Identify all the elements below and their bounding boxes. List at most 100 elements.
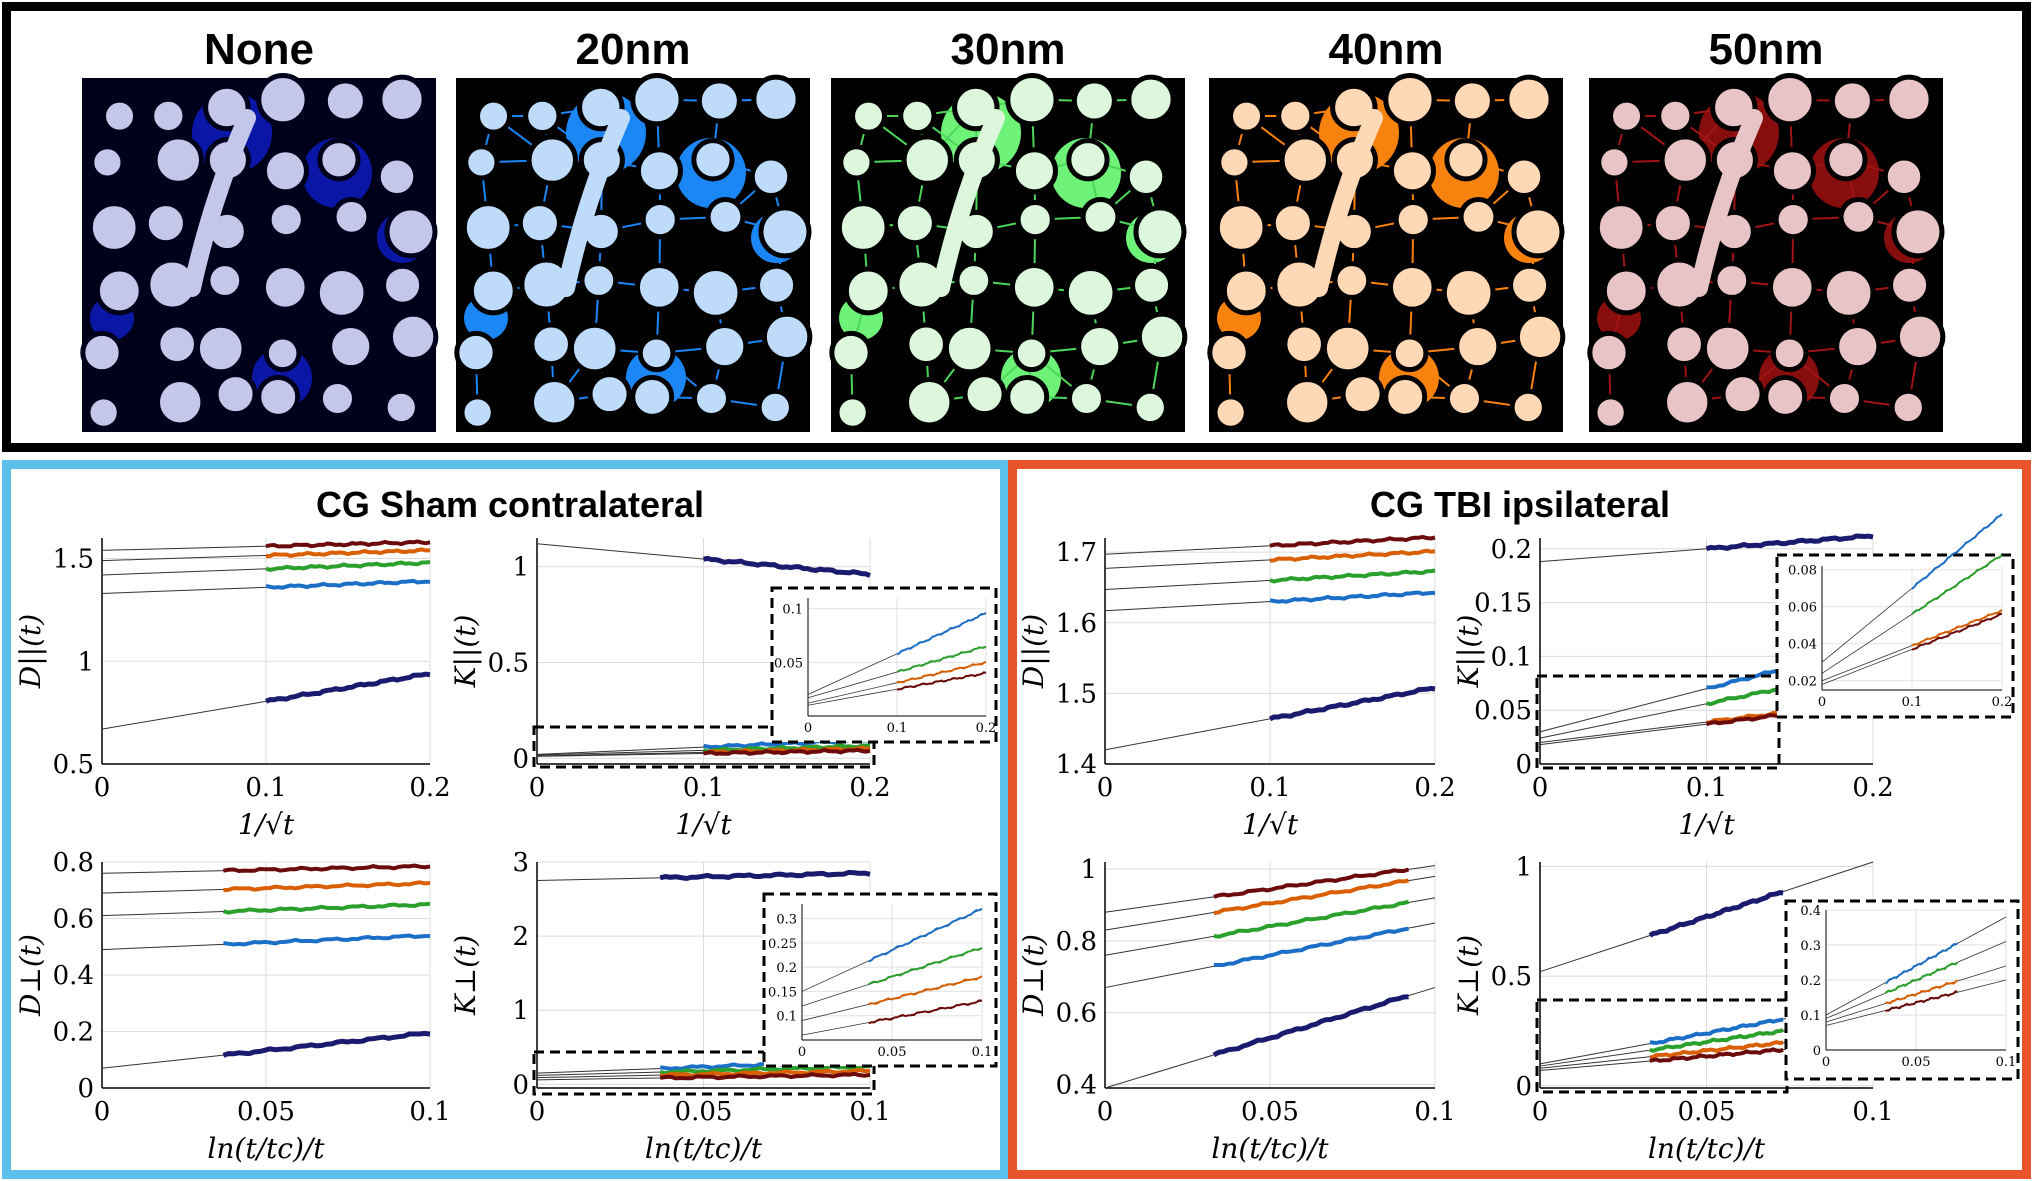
axon: [1458, 196, 1499, 237]
data-curve-40nm: [223, 880, 431, 893]
axon: [1126, 74, 1176, 124]
axon: [1882, 155, 1926, 199]
axon: [836, 201, 890, 254]
axon: [1005, 72, 1059, 127]
y-tick-label: 0.05: [1474, 696, 1532, 726]
inset-data-curve-20nm: [868, 907, 983, 963]
axon: [529, 377, 580, 428]
axon: [1504, 74, 1554, 124]
axon: [1454, 322, 1502, 371]
inset-data-curve-20nm: [1911, 513, 2003, 590]
axon: [1212, 394, 1249, 431]
inset-y-tick-label: 0.2: [1800, 974, 1821, 989]
axon: [387, 311, 439, 363]
x-tick-label: 0: [1532, 773, 1549, 803]
axon: [1207, 330, 1251, 375]
axon: [756, 388, 794, 427]
inset-y-tick-label: 0: [1813, 1044, 1821, 1059]
inset-x-tick-label: 0: [804, 721, 812, 736]
inset-y-tick-label: 0.3: [1800, 939, 1821, 954]
tbi-title: CG TBI ipsilateral: [1370, 484, 1670, 525]
axon: [256, 374, 301, 419]
axon: [1221, 266, 1271, 316]
x-tick-label: 0.2: [1852, 773, 1893, 803]
axon: [89, 144, 126, 181]
inset-data-curve-50nm: [1911, 612, 2002, 651]
axon: [954, 261, 994, 300]
x-axis-label: ln(t/tc)/t: [645, 1132, 763, 1165]
data-curve-40nm: [1649, 1040, 1784, 1060]
axon: [962, 372, 1007, 417]
axon: [634, 262, 684, 312]
y-tick-label: 0.4: [53, 961, 94, 991]
data-curve-40nm: [265, 547, 431, 559]
inset-y-tick-label: 0.1: [776, 1010, 797, 1025]
y-tick-label: 0.8: [53, 848, 94, 878]
data-curve-40nm: [1213, 878, 1409, 916]
segmentation-label: 30nm: [951, 25, 1066, 74]
axon: [637, 334, 676, 373]
y-tick-label: 0: [77, 1074, 94, 1104]
data-curve-50nm: [265, 539, 431, 549]
axon: [1228, 97, 1266, 135]
axon: [587, 372, 632, 417]
axon: [901, 134, 953, 186]
axon: [1768, 147, 1816, 195]
y-tick-label: 0: [1515, 1072, 1532, 1102]
axon: [630, 72, 684, 127]
axon: [1012, 334, 1051, 373]
data-curve-50nm: [1269, 534, 1436, 548]
axon: [1332, 261, 1372, 300]
axon: [1701, 322, 1754, 375]
axon: [1270, 201, 1315, 246]
inset-y-tick-label: 0.05: [774, 656, 803, 671]
axon: [829, 330, 873, 375]
data-curve-None: [1268, 685, 1436, 722]
axon: [1592, 394, 1629, 431]
x-axis-label: ln(t/tc)/t: [1211, 1132, 1329, 1165]
y-tick-label: 0.6: [1056, 999, 1097, 1029]
axon: [266, 199, 306, 240]
axon: [1136, 311, 1188, 363]
data-curve-30nm: [1213, 899, 1410, 939]
elongated-axon: [932, 109, 1005, 297]
y-tick-label: 1.7: [1056, 538, 1097, 568]
y-tick-label: 0: [512, 744, 529, 774]
axon: [317, 138, 361, 182]
axon: [1773, 199, 1813, 240]
x-tick-label: 0.1: [1414, 1097, 1455, 1127]
axon: [1511, 205, 1565, 259]
axon: [1763, 374, 1808, 419]
data-curve-50nm: [223, 863, 431, 874]
inset-y-tick-label: 0.04: [1788, 638, 1817, 653]
axon: [463, 144, 500, 181]
axon: [904, 322, 948, 367]
data-curve-50nm: [703, 747, 871, 756]
inset-data-curve-20nm: [896, 612, 987, 656]
tbi-panel-border: [1008, 460, 2031, 1179]
axon: [314, 266, 369, 320]
zoom-region-box: [1535, 674, 1781, 770]
axon: [454, 330, 498, 375]
axon: [80, 330, 124, 375]
axon: [1763, 72, 1817, 127]
inset-x-tick-label: 0.05: [878, 1045, 907, 1060]
zoom-region-box: [532, 725, 876, 769]
axon: [1894, 311, 1946, 363]
plot-sham_Kpar: 0 0.1 0.2 0 0.5 1 1/√t K||(t) 0 0.1 0.2 0.05 0.1: [449, 538, 998, 841]
x-axis-label: 1/√t: [238, 808, 295, 841]
inset-y-tick-label: 0.02: [1788, 675, 1817, 690]
axon: [523, 96, 562, 136]
data-curve-40nm: [1269, 548, 1436, 563]
axon: [1838, 196, 1879, 237]
axon: [322, 78, 368, 124]
axon: [194, 322, 247, 375]
axon: [1071, 78, 1117, 124]
axon: [705, 196, 746, 237]
plot-tbi_Dperp: 0 0.05 0.1 0.4 0.6 0.8 1 ln(t/tc)/t D⊥(t): [1017, 855, 1456, 1165]
axon: [375, 155, 419, 199]
y-axis-label: D⊥(t): [14, 934, 47, 1017]
y-axis-label: D||(t): [1017, 614, 1050, 689]
segmentation-panel-border: [2, 2, 2031, 452]
inset-data-curve-20nm: [1884, 942, 1958, 985]
